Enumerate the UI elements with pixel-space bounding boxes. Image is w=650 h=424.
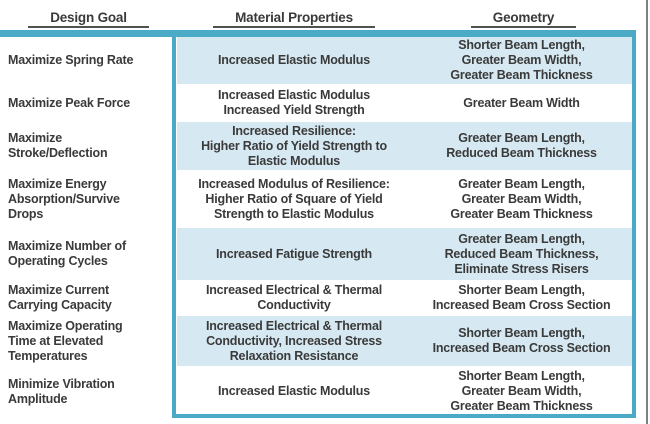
table-row: Maximize Peak Force Increased Elastic Mo…	[0, 86, 632, 120]
column-header-material-properties: Material Properties	[177, 0, 411, 30]
design-goal-cell: Maximize Spring Rate	[8, 53, 134, 67]
material-properties-cell: Increased Fatigue Strength	[177, 228, 411, 280]
table-row: Maximize Number of Operating Cycles Incr…	[0, 228, 632, 280]
header-accent-band	[0, 30, 636, 37]
geometry-cell: Greater Beam Length, Reduced Beam Thickn…	[411, 228, 632, 280]
design-goal-cell: Maximize Current Carrying Capacity	[8, 283, 112, 312]
table-row: Maximize Operating Time at Elevated Temp…	[0, 316, 632, 366]
geometry-cell: Shorter Beam Length, Increased Beam Cros…	[432, 283, 611, 312]
design-goal-cell: Maximize Stroke/Deflection	[8, 131, 108, 160]
design-goal-cell: Maximize Number of Operating Cycles	[8, 239, 126, 268]
material-properties-cell: Increased Elastic Modulus Increased Yiel…	[218, 88, 370, 117]
design-goal-header-label: Design Goal	[28, 10, 149, 28]
column-header-geometry: Geometry	[411, 0, 636, 30]
geometry-cell: Greater Beam Length, Reduced Beam Thickn…	[411, 122, 632, 170]
design-goal-cell: Minimize Vibration Amplitude	[8, 376, 115, 406]
table-header-row: Design Goal Material Properties Geometry	[0, 0, 636, 30]
design-goal-cell: Maximize Operating Time at Elevated Temp…	[8, 318, 123, 363]
design-goal-cell: Maximize Peak Force	[8, 95, 130, 110]
page-edge-line	[646, 0, 648, 424]
geometry-cell: Greater Beam Length, Greater Beam Width,…	[450, 176, 593, 221]
design-goal-cell: Maximize Energy Absorption/Survive Drops	[8, 176, 120, 221]
table-row: Maximize Stroke/Deflection Increased Res…	[0, 122, 632, 170]
table-row: Maximize Current Carrying Capacity Incre…	[0, 282, 632, 314]
material-properties-cell: Increased Resilience: Higher Ratio of Yi…	[177, 122, 411, 170]
geometry-cell: Shorter Beam Length, Greater Beam Width,…	[450, 369, 593, 413]
material-properties-cell: Increased Electrical & Thermal Conductiv…	[205, 283, 383, 312]
table-row: Maximize Spring Rate Increased Elastic M…	[0, 37, 632, 84]
table-body: Maximize Spring Rate Increased Elastic M…	[0, 37, 650, 418]
geometry-cell: Greater Beam Width	[463, 95, 580, 110]
geometry-header-label: Geometry	[470, 10, 577, 28]
table-row: Maximize Energy Absorption/Survive Drops…	[0, 172, 632, 226]
column-header-design-goal: Design Goal	[0, 0, 177, 30]
geometry-cell: Shorter Beam Length, Greater Beam Width,…	[411, 37, 632, 84]
material-properties-cell: Increased Electrical & Thermal Conductiv…	[177, 316, 411, 366]
material-properties-cell: Increased Elastic Modulus	[218, 384, 370, 398]
material-properties-header-label: Material Properties	[213, 10, 375, 28]
table-row: Minimize Vibration Amplitude Increased E…	[0, 368, 632, 415]
geometry-cell: Shorter Beam Length, Increased Beam Cros…	[411, 316, 632, 366]
material-properties-cell: Increased Modulus of Resilience: Higher …	[198, 176, 390, 221]
material-properties-cell: Increased Elastic Modulus	[177, 37, 411, 84]
